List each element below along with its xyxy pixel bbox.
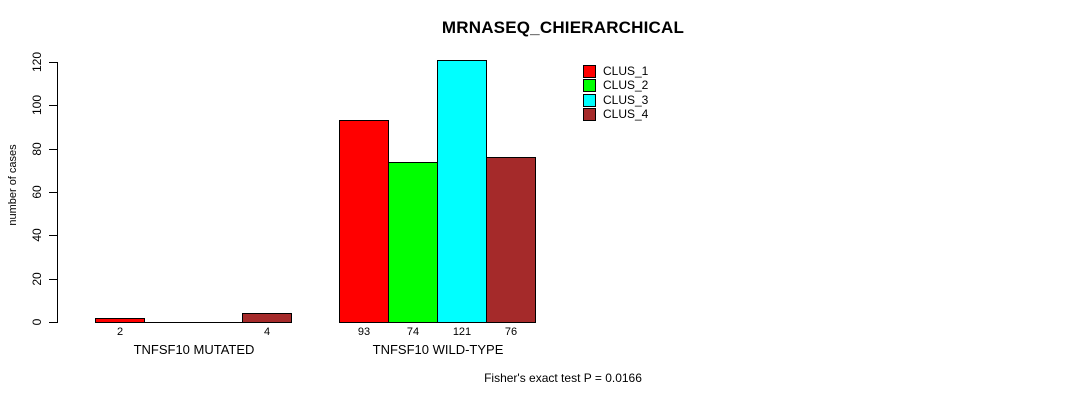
- legend-swatch-clus_2: [583, 79, 596, 92]
- y-axis-tick: [49, 149, 57, 150]
- legend-swatch-clus_1: [583, 65, 596, 78]
- y-axis-tick: [49, 279, 57, 280]
- y-axis-title: number of cases: [7, 144, 19, 226]
- bar-value-label: 74: [406, 326, 420, 338]
- legend-label: CLUS_3: [603, 93, 649, 107]
- bar-clus_4-group1: [242, 313, 292, 322]
- y-tick-label: 40: [30, 228, 44, 242]
- y-tick-label: 60: [30, 185, 44, 199]
- y-axis-tick: [49, 235, 57, 236]
- y-axis-tick: [49, 62, 57, 63]
- legend-label: CLUS_4: [603, 107, 649, 121]
- y-axis-tick: [49, 105, 57, 106]
- group-baseline: [95, 322, 292, 323]
- bar-value-label: 2: [116, 326, 124, 338]
- legend-label: CLUS_2: [603, 78, 649, 92]
- bar-value-label: 76: [504, 326, 518, 338]
- y-tick-label: 80: [30, 142, 44, 156]
- chart-title: MRNASEQ_CHIERARCHICAL: [441, 18, 685, 37]
- bar-value-label: 93: [357, 326, 371, 338]
- y-tick-label: 120: [30, 51, 44, 73]
- x-category-label: TNFSF10 WILD-TYPE: [372, 342, 504, 357]
- bar-clus_4-group2: [486, 157, 536, 322]
- bar-clus_1-group2: [339, 120, 389, 322]
- bar-clus_2-group2: [388, 162, 438, 322]
- bar-value-label: 4: [263, 326, 271, 338]
- group-baseline: [339, 322, 536, 323]
- legend-swatch-clus_3: [583, 94, 596, 107]
- bar-clus_3-group2: [437, 60, 487, 322]
- legend-label: CLUS_1: [603, 64, 649, 78]
- bar-clus_1-group1: [95, 318, 145, 322]
- annotation-text: Fisher's exact test P = 0.0166: [484, 371, 642, 385]
- y-tick-label: 100: [30, 94, 44, 116]
- y-tick-label: 20: [30, 272, 44, 286]
- bar-value-label: 121: [452, 326, 472, 338]
- y-axis-line: [57, 62, 58, 323]
- y-tick-label: 0: [30, 318, 44, 326]
- x-category-label: TNFSF10 MUTATED: [133, 342, 255, 357]
- y-axis-tick: [49, 192, 57, 193]
- legend-swatch-clus_4: [583, 108, 596, 121]
- y-axis-tick: [49, 322, 57, 323]
